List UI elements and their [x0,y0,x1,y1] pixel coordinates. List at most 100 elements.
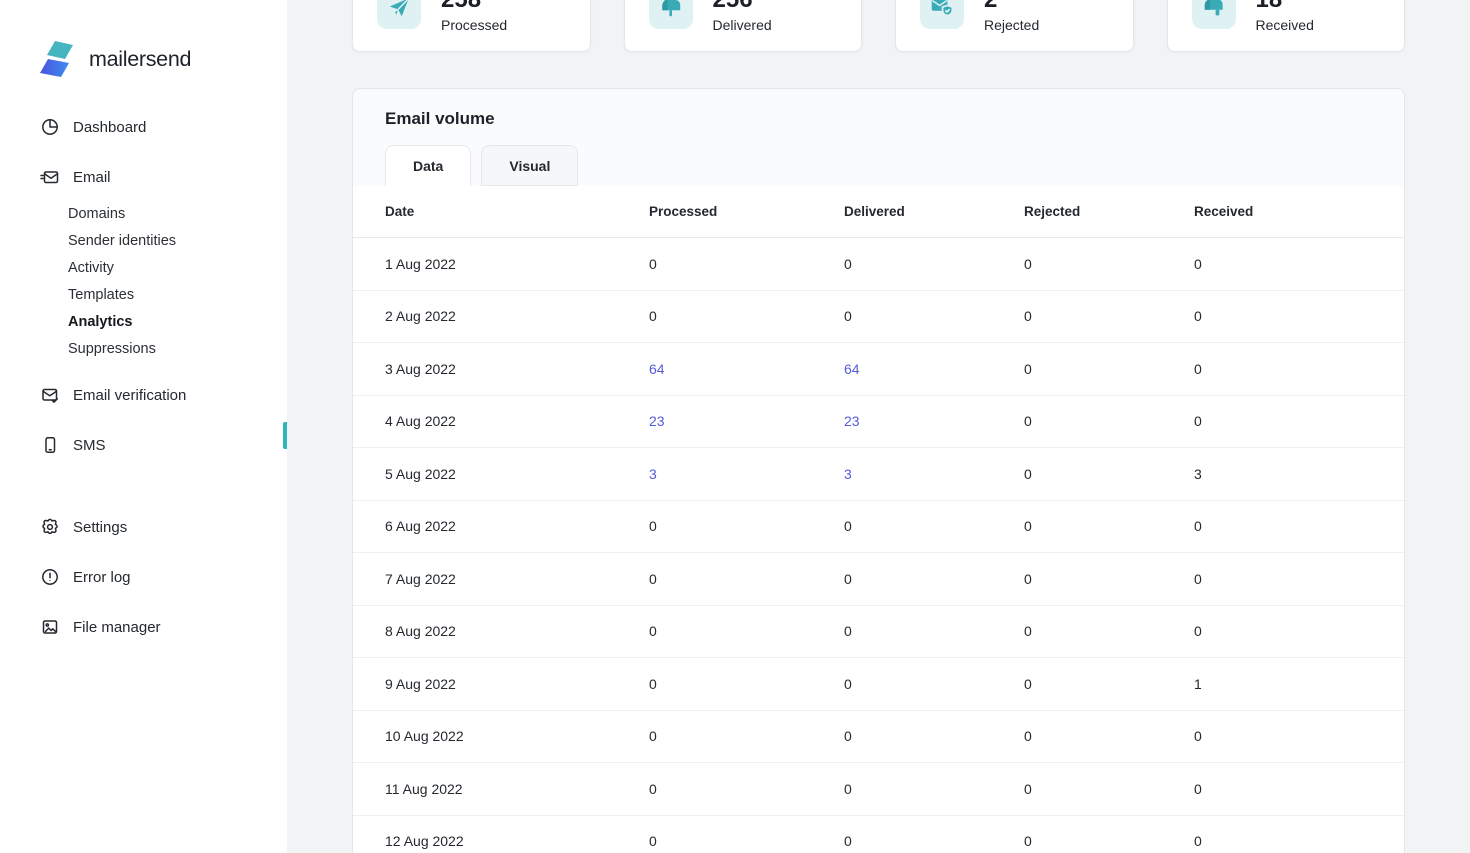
received-cell: 0 [1194,623,1202,640]
sidebar-item-analytics[interactable]: Analytics [68,314,133,330]
tab-visual[interactable]: Visual [481,145,579,186]
rejected-cell: 0 [1024,518,1032,535]
received-cell: 0 [1194,833,1202,850]
table-row: 12 Aug 2022 0 0 0 0 [353,816,1404,853]
mailersend-logo[interactable]: mailersend [40,40,287,78]
date-cell: 9 Aug 2022 [385,675,456,692]
date-cell: 12 Aug 2022 [385,833,464,850]
processed-cell[interactable]: 64 [649,360,665,377]
email-volume-table: Date Processed Delivered Rejected Receiv… [353,186,1404,853]
sidebar-item-label: Dashboard [73,118,147,136]
processed-cell: 0 [649,623,657,640]
column-header-processed: Processed [649,204,718,219]
sidebar-item-activity[interactable]: Activity [68,260,114,276]
sidebar-item-sender-identities[interactable]: Sender identities [68,233,177,249]
date-cell: 11 Aug 2022 [385,780,463,797]
processed-cell[interactable]: 23 [649,413,665,430]
received-cell: 0 [1194,360,1202,377]
image-file-icon [40,617,60,637]
sidebar-nav: Dashboard Email Domains Sender identitie… [0,115,287,639]
table-row: 5 Aug 2022 3 3 0 3 [353,448,1404,501]
table-row: 1 Aug 2022 0 0 0 0 [353,238,1404,291]
processed-cell: 0 [649,780,657,797]
column-header-delivered: Delivered [844,204,905,219]
email-volume-title: Email volume [385,109,495,128]
delivered-cell: 0 [844,570,852,587]
stat-label: Received [1255,17,1314,33]
email-volume-table-body: 1 Aug 2022 0 0 0 0 2 Aug 2022 0 0 0 0 3 … [353,238,1404,853]
sidebar-item-dashboard[interactable]: Dashboard [40,115,287,139]
processed-cell: 0 [649,833,657,850]
rejected-cell: 0 [1024,728,1032,745]
stat-value: 256 [713,0,772,15]
envelope-send-icon [40,167,60,187]
envelope-shield-icon [920,0,964,29]
stat-card-rejected: 2 Rejected [895,0,1134,52]
processed-cell: 0 [649,675,657,692]
processed-cell: 0 [649,255,657,272]
sidebar-item-label: Email [73,168,111,186]
processed-cell: 0 [649,570,657,587]
tab-data[interactable]: Data [385,145,472,186]
sidebar-item-email-verification[interactable]: Email verification [40,383,287,407]
received-cell: 0 [1194,255,1202,272]
sidebar-item-domains[interactable]: Domains [68,206,126,222]
paper-plane-icon [377,0,421,29]
sidebar-item-label: Error log [73,568,131,586]
column-header-received: Received [1194,204,1254,219]
delivered-cell: 0 [844,780,852,797]
sidebar-item-sms[interactable]: SMS [40,433,287,457]
table-row: 4 Aug 2022 23 23 0 0 [353,396,1404,448]
mailbox-icon [648,0,693,29]
delivered-cell[interactable]: 3 [844,465,852,482]
date-cell: 4 Aug 2022 [385,413,456,430]
delivered-cell: 0 [844,518,852,535]
rejected-cell: 0 [1024,413,1032,430]
mailbox-flag-icon [1191,0,1236,29]
stat-card-delivered: 256 Delivered [623,0,862,52]
mailersend-logo-icon [40,39,76,79]
processed-cell[interactable]: 3 [649,465,657,482]
received-cell: 0 [1194,728,1202,745]
stat-label: Delivered [712,17,772,33]
rejected-cell: 0 [1024,465,1032,482]
delivered-cell: 0 [844,728,852,745]
date-cell: 1 Aug 2022 [385,255,456,272]
sidebar-item-label: Email verification [73,386,187,404]
stat-card-processed: 258 Processed [352,0,591,52]
sidebar-item-error-log[interactable]: Error log [40,565,287,589]
sidebar-item-templates[interactable]: Templates [68,287,135,303]
received-cell: 0 [1194,780,1202,797]
email-volume-header: Email volume Data Visual [353,89,1404,186]
date-cell: 10 Aug 2022 [385,728,464,745]
rejected-cell: 0 [1024,255,1032,272]
delivered-cell: 0 [844,623,852,640]
sidebar-item-file-manager[interactable]: File manager [40,615,287,639]
email-volume-tabs: Data Visual [385,145,1372,186]
received-cell: 0 [1194,413,1202,430]
date-cell: 8 Aug 2022 [385,623,456,640]
table-row: 7 Aug 2022 0 0 0 0 [353,553,1404,606]
sidebar-item-settings[interactable]: Settings [40,515,287,539]
sidebar-item-email[interactable]: Email [40,165,287,189]
delivered-cell: 0 [844,308,852,325]
rejected-cell: 0 [1024,833,1032,850]
stat-card-received: 18 Received [1166,0,1405,52]
stat-value: 2 [984,0,1039,15]
date-cell: 6 Aug 2022 [385,518,456,535]
processed-cell: 0 [649,728,657,745]
mobile-phone-icon [40,435,60,455]
sidebar: mailersend Dashboard Email Domains Sende… [0,0,287,853]
rejected-cell: 0 [1024,675,1032,692]
stat-value: 18 [1256,0,1314,15]
table-row: 9 Aug 2022 0 0 0 1 [353,658,1404,711]
delivered-cell[interactable]: 64 [844,360,860,377]
rejected-cell: 0 [1024,623,1032,640]
sidebar-item-suppressions[interactable]: Suppressions [68,341,156,357]
column-header-rejected: Rejected [1024,204,1081,219]
rejected-cell: 0 [1024,308,1032,325]
email-sub-menu: Domains Sender identities Activity Templ… [68,201,287,363]
rejected-cell: 0 [1024,360,1032,377]
delivered-cell[interactable]: 23 [844,413,860,430]
stat-cards-row: 258 Processed 256 Delivered [352,0,1405,52]
